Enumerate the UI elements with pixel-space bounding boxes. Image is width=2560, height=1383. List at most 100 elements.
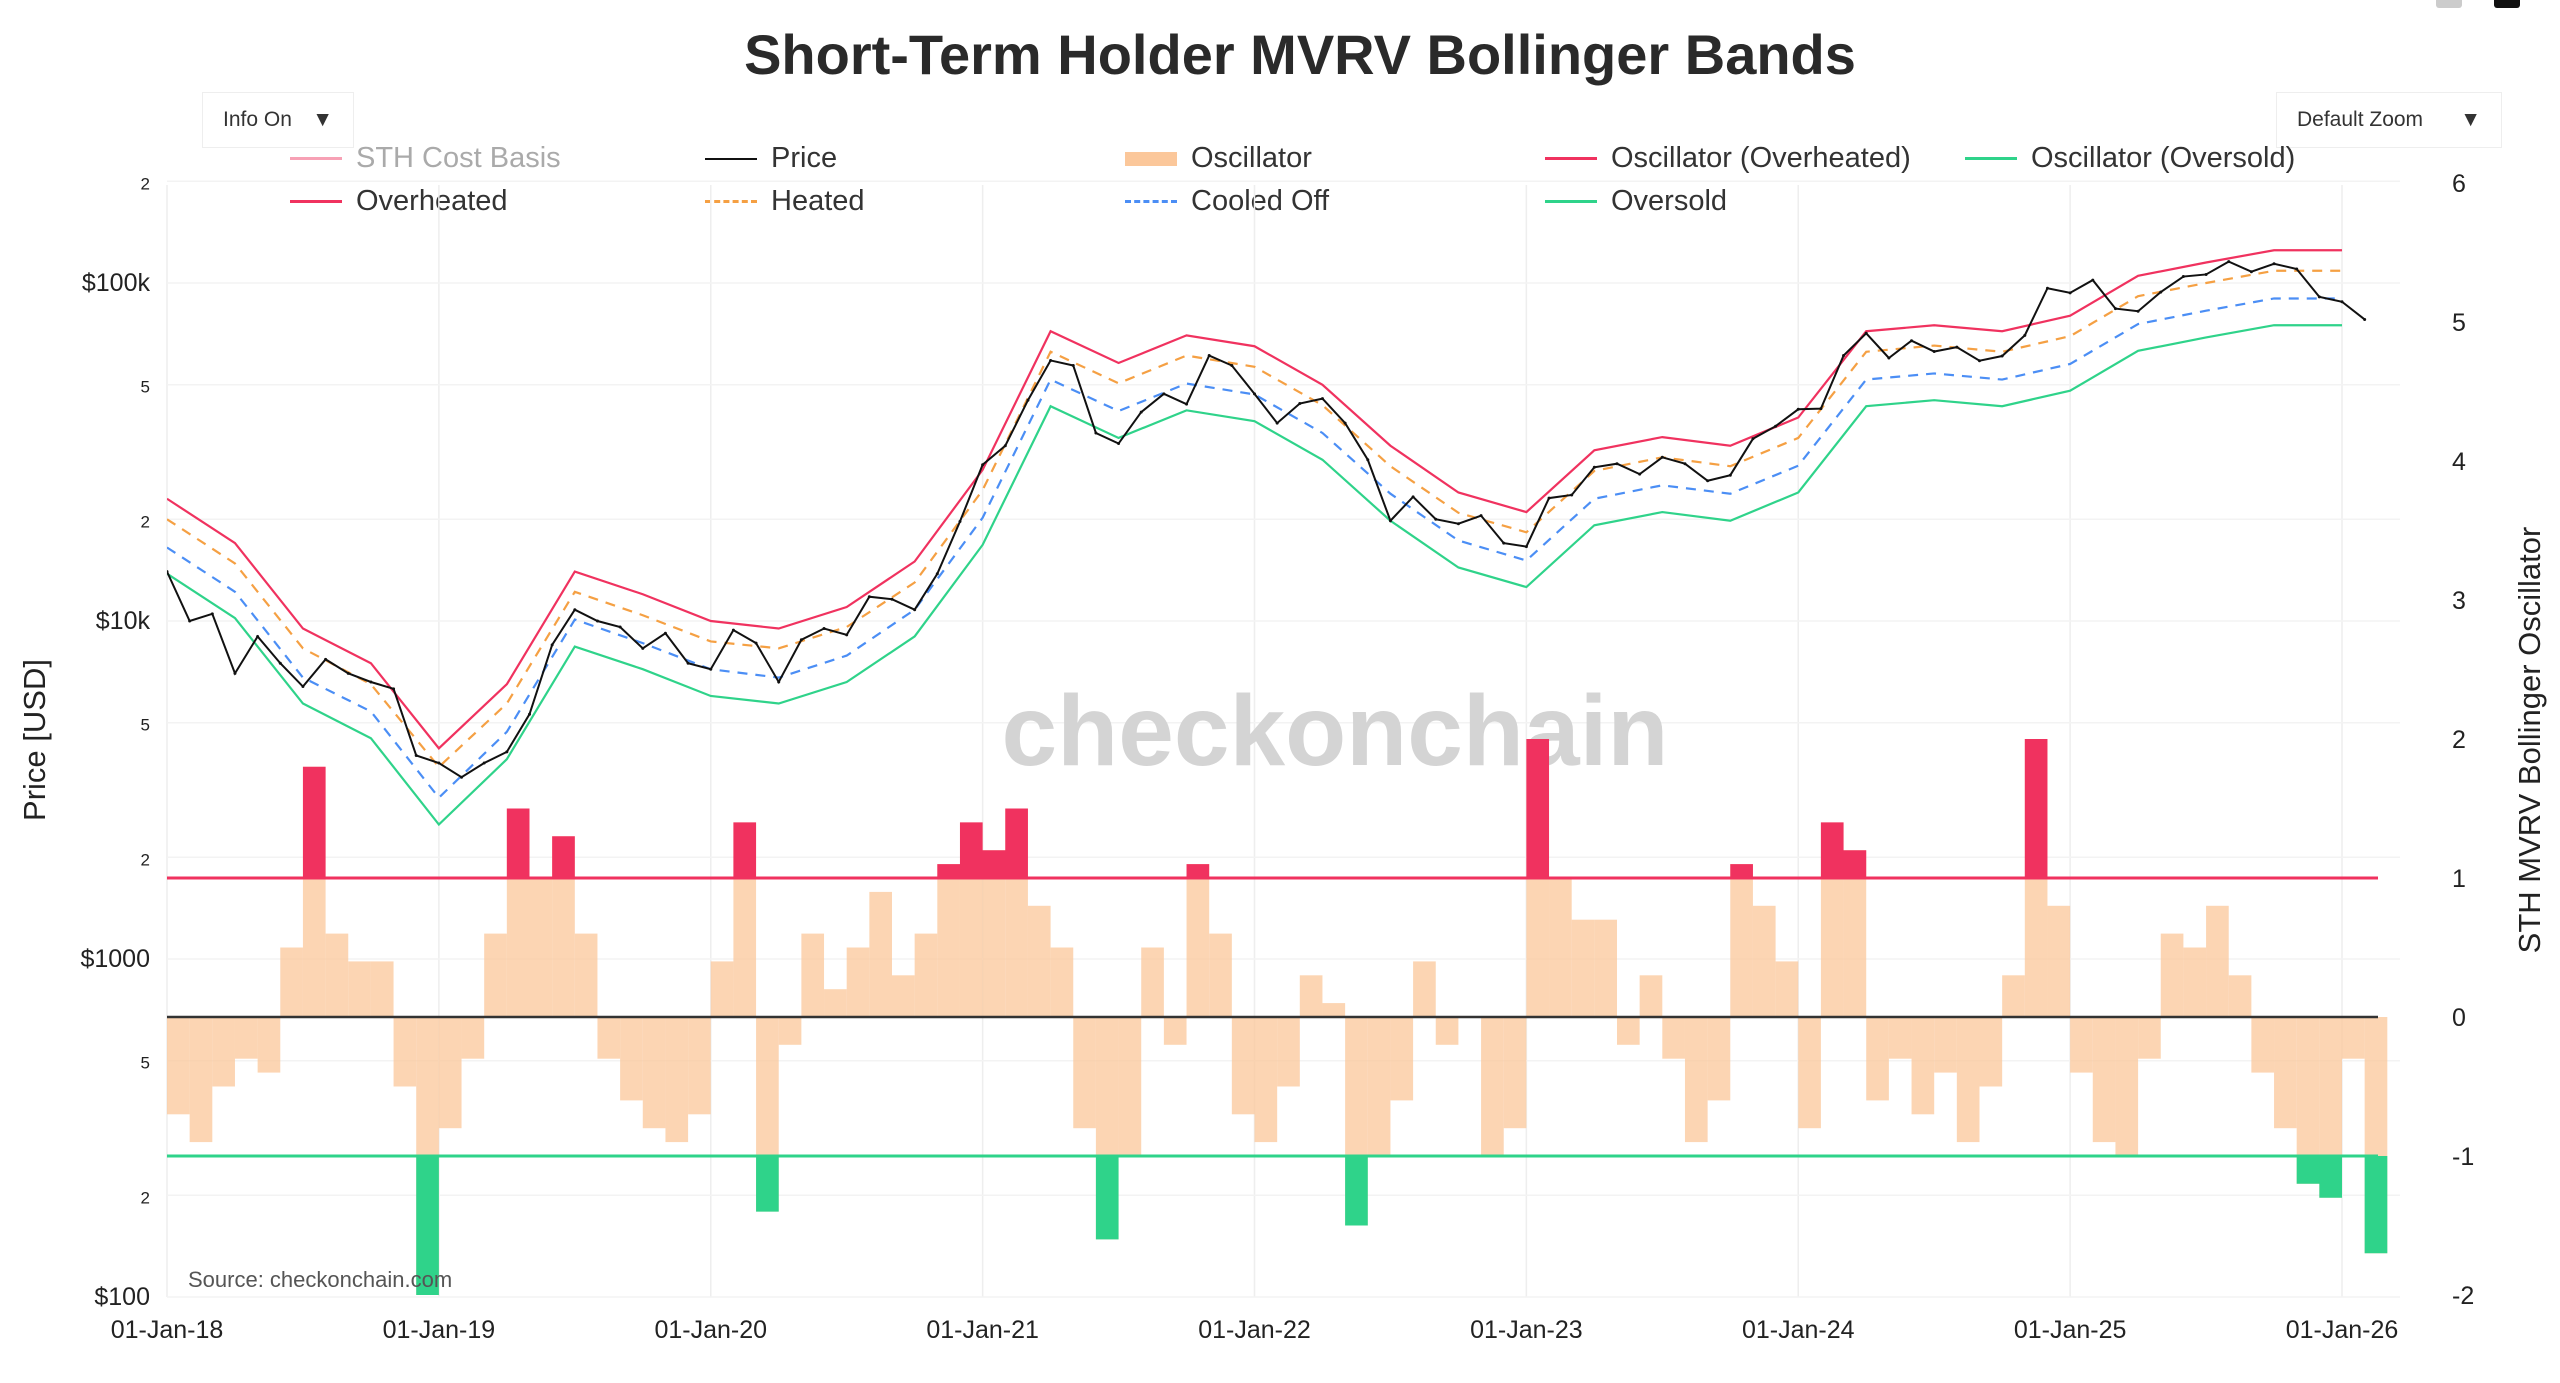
price-point <box>1434 517 1438 521</box>
price-point <box>1026 398 1030 402</box>
price-point <box>1774 424 1778 428</box>
oscillator-bar <box>846 947 870 1017</box>
x-tick-label: 01-Jan-24 <box>1742 1316 1855 1344</box>
legend-label: Overheated <box>356 185 508 217</box>
price-point <box>2340 300 2344 304</box>
oscillator-bar <box>778 1017 802 1045</box>
zoom-dropdown[interactable]: Default Zoom ▼ <box>2276 92 2502 148</box>
oscillator-bar <box>484 933 507 1017</box>
price-point <box>890 597 894 601</box>
oscillator-bar <box>892 975 915 1017</box>
legend-item-overheated[interactable]: Overheated <box>290 185 508 218</box>
price-point <box>1411 495 1415 499</box>
price-point <box>1185 402 1189 406</box>
price-point <box>1253 392 1256 396</box>
oscillator-bar <box>2342 1017 2365 1059</box>
oscillator-bar <box>2115 1017 2139 1156</box>
y2-tick-label: 0 <box>2452 1004 2466 1032</box>
legend-item-cooled-off[interactable]: Cooled Off <box>1125 185 1329 218</box>
y-tick-label: 5 <box>141 716 150 735</box>
price-point <box>618 625 622 629</box>
price-point <box>845 633 849 637</box>
heated-band-line <box>167 269 2342 769</box>
price-point <box>2159 290 2163 294</box>
zoom-label: Default Zoom <box>2297 108 2424 131</box>
oscillator-bar <box>393 1017 417 1087</box>
oscillator-bar <box>348 961 371 1017</box>
y2-tick-label: 4 <box>2452 448 2466 476</box>
legend-item-price[interactable]: Price <box>705 142 837 175</box>
x-tick-label: 01-Jan-25 <box>2014 1316 2127 1344</box>
legend-item-oscillator-oversold[interactable]: Oscillator (Oversold) <box>1965 142 2295 175</box>
camera-icon[interactable] <box>2436 0 2462 8</box>
price-point <box>278 661 282 665</box>
bar-chart-icon[interactable] <box>2494 0 2520 8</box>
price-point <box>2249 270 2253 274</box>
x-tick-label: 01-Jan-23 <box>1470 1316 1583 1344</box>
price-point <box>346 671 350 675</box>
oscillator-bar <box>1367 1017 1391 1156</box>
oscillator-bar <box>2047 905 2071 1017</box>
price-line <box>167 260 2366 779</box>
price-point <box>1728 473 1732 477</box>
price-point <box>867 595 871 599</box>
legend-item-oscillator-overheated[interactable]: Oscillator (Overheated) <box>1545 142 1911 175</box>
oscillator-bar <box>234 1017 258 1059</box>
y-tick-label: 5 <box>141 1054 150 1073</box>
y2-axis-label: STH MVRV Bollinger Oscillator <box>2512 527 2547 954</box>
legend-item-oversold[interactable]: Oversold <box>1545 185 1727 218</box>
y2-tick-label: 1 <box>2452 865 2466 893</box>
y-tick-label: 5 <box>141 378 150 397</box>
oscillator-bar <box>1934 1017 1957 1073</box>
price-point <box>2000 354 2004 358</box>
oscillator-bar <box>370 961 394 1017</box>
oscillator-bar <box>597 1017 621 1059</box>
x-tick-label: 01-Jan-21 <box>926 1316 1039 1344</box>
oscillator-bar <box>1163 1017 1187 1045</box>
oscillator-bar <box>824 989 847 1017</box>
price-point <box>822 627 826 631</box>
price-point <box>1570 493 1574 497</box>
price-point <box>301 685 305 689</box>
legend-item-sth-cost-basis[interactable]: STH Cost Basis <box>290 142 561 175</box>
oscillator-bar <box>574 933 598 1017</box>
oscillator-bar <box>2274 1017 2297 1129</box>
price-point <box>573 608 577 612</box>
price-point <box>1230 364 1234 368</box>
legend-label: Price <box>771 142 838 174</box>
price-point <box>550 643 554 647</box>
oscillator-bar <box>1752 905 1776 1017</box>
watermark: checkonchain <box>1002 675 1669 787</box>
oscillator-bar <box>982 850 1006 1017</box>
oscillator-bar <box>257 1017 281 1073</box>
legend-item-heated[interactable]: Heated <box>705 185 865 218</box>
oscillator-bar <box>2092 1017 2116 1143</box>
price-point <box>1706 479 1710 483</box>
info-toggle-dropdown[interactable]: Info On ▼ <box>202 92 354 148</box>
price-point <box>2317 295 2321 299</box>
price-point <box>1955 345 1959 349</box>
price-point <box>2068 291 2072 295</box>
oscillator-bar <box>801 933 825 1017</box>
oscillator-bar <box>688 1017 711 1115</box>
legend-swatch <box>1125 151 1177 166</box>
oscillator-bar <box>1231 1017 1255 1115</box>
overheated-band-line <box>167 249 2342 750</box>
oscillator-bar <box>1027 905 1051 1017</box>
oscillator-bar <box>914 933 938 1017</box>
y2-tick-label: 3 <box>2452 587 2466 615</box>
price-point <box>595 619 599 623</box>
legend-item-oscillator[interactable]: Oscillator <box>1125 142 1312 175</box>
price-point <box>1524 545 1528 549</box>
oscillator-bar <box>1118 1017 1142 1156</box>
legend-label: STH Cost Basis <box>356 142 561 174</box>
x-tick-label: 01-Jan-18 <box>111 1316 224 1344</box>
price-point <box>1094 431 1098 435</box>
legend-label: Oscillator <box>1191 142 1312 174</box>
oversold-band-line <box>167 324 2342 827</box>
oscillator-bar <box>1209 933 1232 1017</box>
price-point <box>482 761 486 765</box>
x-tick-label: 01-Jan-19 <box>383 1316 496 1344</box>
dropdown-arrow-icon: ▼ <box>2460 108 2481 131</box>
price-point <box>210 612 214 616</box>
